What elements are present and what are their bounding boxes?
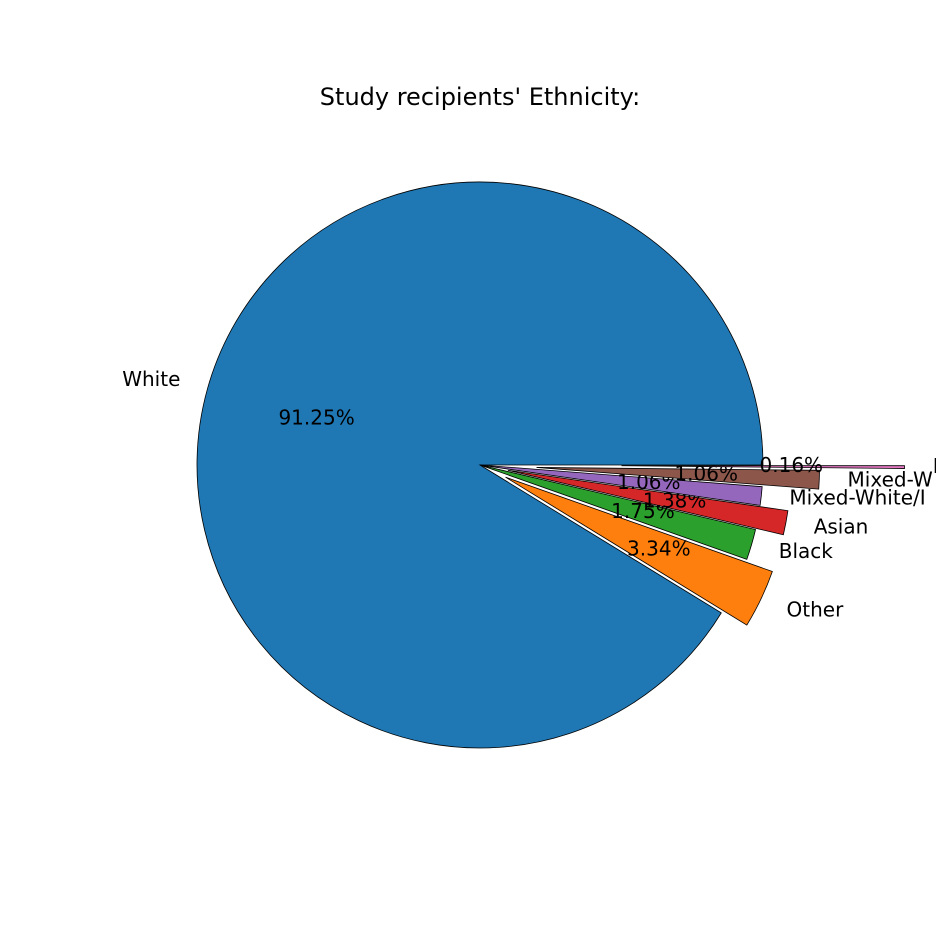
value-label: 1.06%: [674, 461, 738, 485]
slice-label: I: [933, 454, 936, 478]
slice-label: White: [122, 367, 180, 391]
value-label: 3.34%: [627, 537, 691, 561]
pie-slice: [536, 467, 820, 490]
slice-label: Black: [779, 539, 834, 563]
slice-label: Mixed-White/I: [789, 486, 925, 510]
chart-title: Study recipients' Ethnicity:: [320, 83, 640, 111]
pie-slice: [621, 465, 905, 469]
pie-slice: [507, 469, 789, 536]
value-label: 0.16%: [760, 453, 824, 477]
pie-slice: [479, 464, 763, 506]
slice-label: Other: [787, 598, 845, 622]
slice-label: Mixed-W: [848, 467, 933, 491]
slice-label: Asian: [814, 515, 869, 539]
pie-slice: [479, 464, 757, 560]
value-label: 91.25%: [278, 405, 354, 429]
pie-slice: [505, 476, 773, 626]
